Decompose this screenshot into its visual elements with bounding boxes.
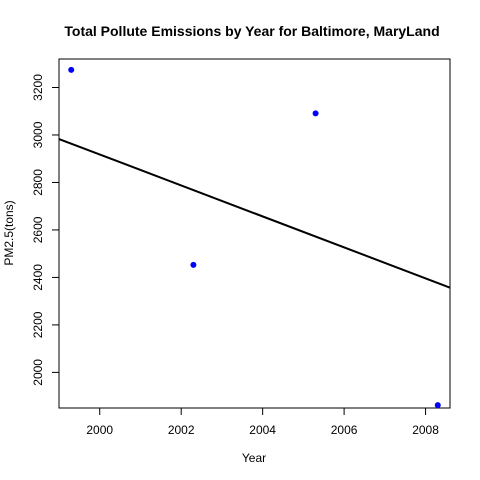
y-axis-label: PM2.5(tons) <box>2 200 16 265</box>
y-tick-label: 2000 <box>31 359 45 386</box>
x-axis-label: Year <box>242 451 266 465</box>
data-points <box>68 66 441 409</box>
x-tick-label: 2000 <box>86 423 113 437</box>
y-axis: 2000 2200 2400 2600 2800 3000 3200 <box>31 74 59 386</box>
y-tick-label: 2200 <box>31 311 45 338</box>
plot-frame <box>58 58 451 409</box>
data-point <box>68 66 75 73</box>
data-point <box>434 402 441 409</box>
x-tick-label: 2004 <box>249 423 276 437</box>
x-axis: 2000 2002 2004 2006 2008 <box>86 408 439 437</box>
x-tick-label: 2008 <box>412 423 439 437</box>
data-point <box>312 110 319 117</box>
y-tick-label: 3200 <box>31 74 45 101</box>
y-tick-label: 2800 <box>31 169 45 196</box>
x-tick-label: 2002 <box>168 423 195 437</box>
y-tick-label: 2400 <box>31 264 45 291</box>
y-tick-label: 3000 <box>31 121 45 148</box>
trend-line <box>58 138 451 289</box>
data-point <box>190 261 197 268</box>
x-tick-label: 2006 <box>331 423 358 437</box>
y-tick-label: 2600 <box>31 216 45 243</box>
chart-title: Total Pollute Emissions by Year for Balt… <box>64 23 439 39</box>
